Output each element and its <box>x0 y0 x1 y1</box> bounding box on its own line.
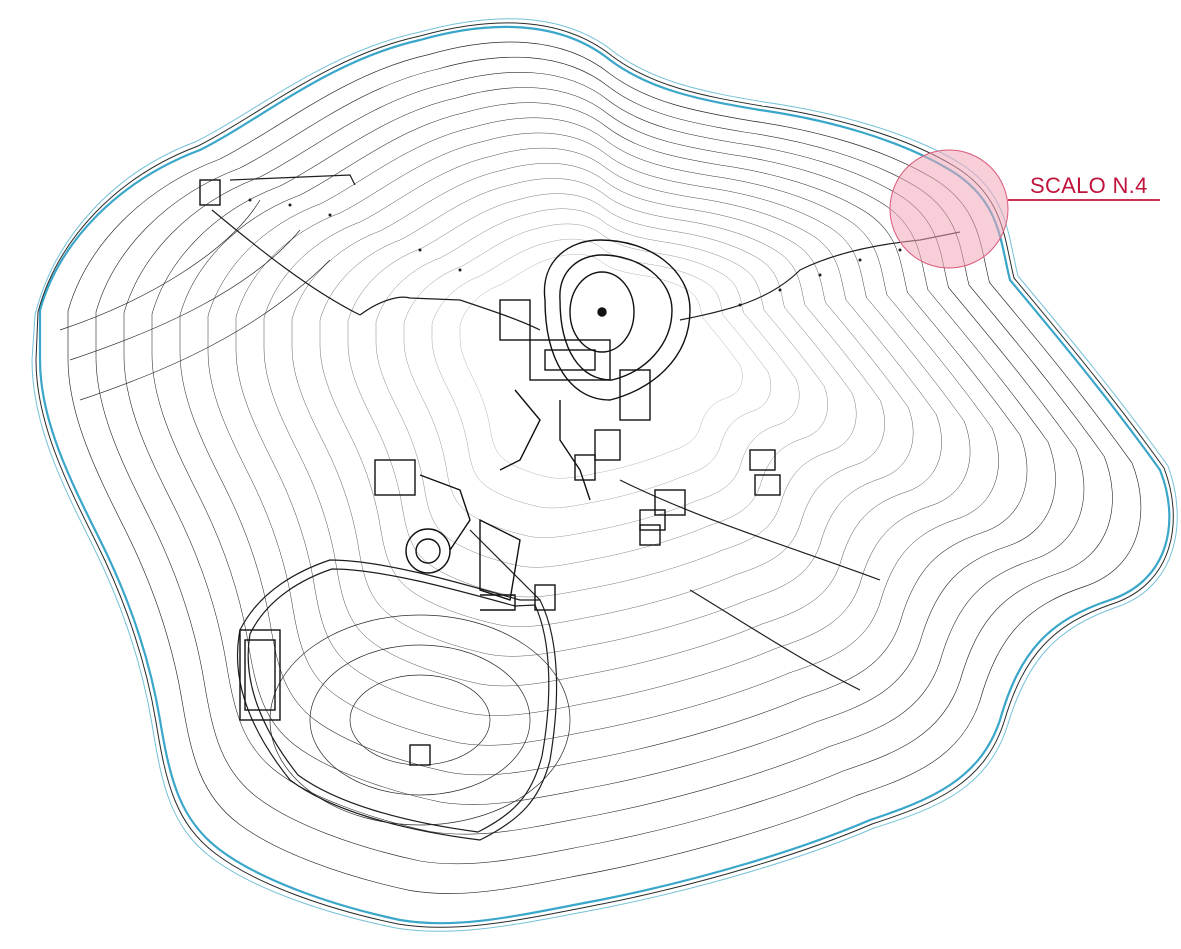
coastline <box>31 18 1178 932</box>
trail-markers <box>248 198 902 307</box>
central-ruins <box>199 179 781 766</box>
scalo-n4-highlight-circle <box>889 149 1009 269</box>
footpaths <box>211 174 961 841</box>
scalo-n4-callout: SCALO N.4 <box>889 149 1160 269</box>
scalo-n4-label: SCALO N.4 <box>1030 173 1148 198</box>
